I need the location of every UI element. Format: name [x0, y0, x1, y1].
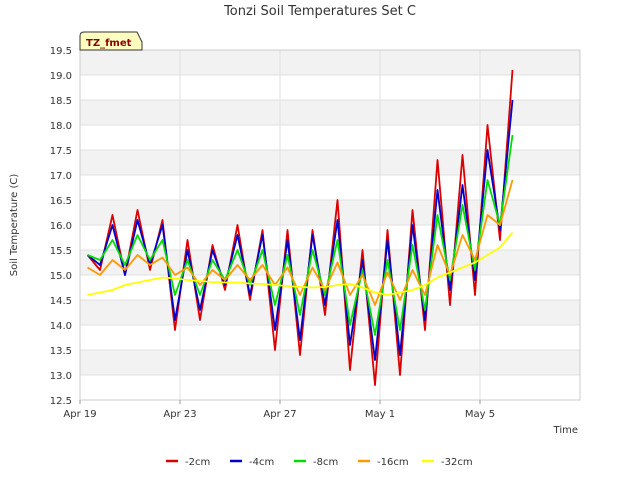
y-tick-label: 19.0: [50, 71, 72, 82]
legend: -2cm -4cm -8cm -16cm -32cm: [166, 457, 473, 468]
grid-band: [80, 50, 580, 75]
grid-band: [80, 150, 580, 175]
site-label-box: TZ_fmet: [79, 31, 143, 51]
grid-band: [80, 350, 580, 375]
series-line-minus-4cm: [86, 99, 514, 361]
legend-label: -16cm: [377, 457, 409, 468]
y-tick-label: 18.0: [50, 121, 72, 132]
y-tick-label: 15.5: [50, 246, 72, 257]
x-tick-label: May 1: [365, 409, 395, 420]
y-tick-label: 15.0: [50, 271, 72, 282]
y-tick-label: 16.0: [50, 221, 72, 232]
y-tick-label: 13.5: [50, 346, 72, 357]
y-tick-label: 12.5: [50, 396, 72, 407]
y-tick-label: 19.5: [50, 46, 72, 57]
y-tick-label: 18.5: [50, 96, 72, 107]
y-tick-label: 13.0: [50, 371, 72, 382]
chart-title: Tonzi Soil Temperatures Set C: [223, 4, 416, 19]
y-axis-ticks: 12.5 13.0 13.5 14.0 14.5 15.0 15.5 16.0 16.5 17.0…: [50, 46, 72, 407]
x-tick-label: Apr 27: [263, 409, 296, 420]
legend-label: -32cm: [441, 457, 473, 468]
grid-band: [80, 300, 580, 325]
y-axis-label: Soil Temperature (C): [9, 174, 20, 277]
legend-label: -8cm: [313, 457, 338, 468]
legend-label: -4cm: [249, 457, 274, 468]
y-tick-label: 17.0: [50, 171, 72, 182]
grid-band: [80, 100, 580, 125]
legend-label: -2cm: [185, 457, 210, 468]
series-line-minus-8cm: [87, 134, 514, 336]
y-tick-label: 16.5: [50, 196, 72, 207]
data-series: [86, 69, 514, 386]
plot-area: [79, 49, 581, 401]
series-line-minus-32cm: [87, 231, 514, 296]
x-axis-label: Time: [553, 425, 578, 436]
x-tick-label: May 5: [465, 409, 495, 420]
x-tick-label: Apr 19: [63, 409, 96, 420]
y-tick-label: 14.5: [50, 296, 72, 307]
x-axis-ticks: Apr 19 Apr 23 Apr 27 May 1 May 5: [63, 400, 495, 420]
x-tick-label: Apr 23: [163, 409, 196, 420]
y-tick-label: 17.5: [50, 146, 72, 157]
plot-background-bands: [80, 50, 580, 375]
site-label: TZ_fmet: [86, 38, 132, 49]
series-line-minus-16cm: [87, 179, 514, 306]
y-tick-label: 14.0: [50, 321, 72, 332]
